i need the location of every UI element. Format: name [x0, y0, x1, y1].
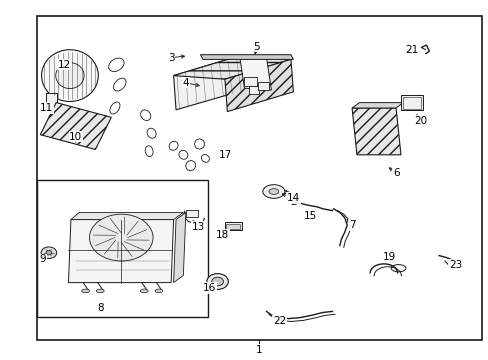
Bar	[400, 95, 422, 110]
Ellipse shape	[155, 289, 163, 293]
Text: 9: 9	[40, 254, 46, 264]
Polygon shape	[351, 108, 400, 155]
Ellipse shape	[268, 189, 278, 194]
Text: 23: 23	[448, 260, 462, 270]
Circle shape	[89, 214, 153, 261]
Ellipse shape	[56, 63, 84, 89]
Text: 4: 4	[182, 78, 189, 88]
Text: 2: 2	[289, 197, 296, 207]
Polygon shape	[239, 56, 271, 90]
Text: 8: 8	[97, 303, 103, 313]
Ellipse shape	[263, 185, 284, 198]
Ellipse shape	[96, 289, 104, 293]
Circle shape	[206, 274, 228, 289]
Bar	[249, 86, 259, 94]
Text: 6: 6	[392, 168, 399, 178]
Polygon shape	[200, 55, 293, 59]
Text: 13: 13	[191, 222, 204, 232]
Text: 11: 11	[40, 103, 53, 113]
Bar	[226, 224, 240, 229]
Text: 21: 21	[404, 45, 418, 55]
Ellipse shape	[81, 289, 89, 293]
Bar	[46, 93, 57, 106]
Polygon shape	[224, 59, 293, 112]
Text: 17: 17	[218, 150, 231, 160]
Bar	[402, 97, 420, 109]
Polygon shape	[71, 212, 183, 220]
Polygon shape	[173, 56, 244, 110]
Circle shape	[41, 247, 57, 258]
Bar	[258, 82, 268, 90]
Text: 19: 19	[382, 252, 396, 262]
Ellipse shape	[41, 50, 98, 102]
Circle shape	[211, 277, 223, 286]
Polygon shape	[173, 56, 290, 79]
Text: 16: 16	[202, 283, 216, 293]
Text: 22: 22	[272, 316, 286, 326]
Bar	[37, 180, 207, 317]
Text: 1: 1	[255, 345, 262, 355]
Bar	[244, 77, 256, 86]
Circle shape	[46, 251, 52, 255]
Text: 5: 5	[253, 42, 260, 52]
Polygon shape	[40, 103, 111, 149]
Polygon shape	[173, 212, 185, 283]
Text: 18: 18	[215, 230, 229, 240]
Text: 12: 12	[58, 60, 71, 70]
Text: 7: 7	[348, 220, 355, 230]
Text: 20: 20	[413, 116, 426, 126]
Ellipse shape	[140, 289, 148, 293]
Polygon shape	[351, 103, 403, 108]
Bar	[185, 210, 198, 217]
Text: 10: 10	[69, 132, 82, 142]
Text: 15: 15	[303, 211, 317, 221]
Bar	[224, 222, 242, 230]
Text: 14: 14	[286, 193, 300, 203]
Text: 3: 3	[167, 53, 174, 63]
Polygon shape	[68, 220, 173, 283]
